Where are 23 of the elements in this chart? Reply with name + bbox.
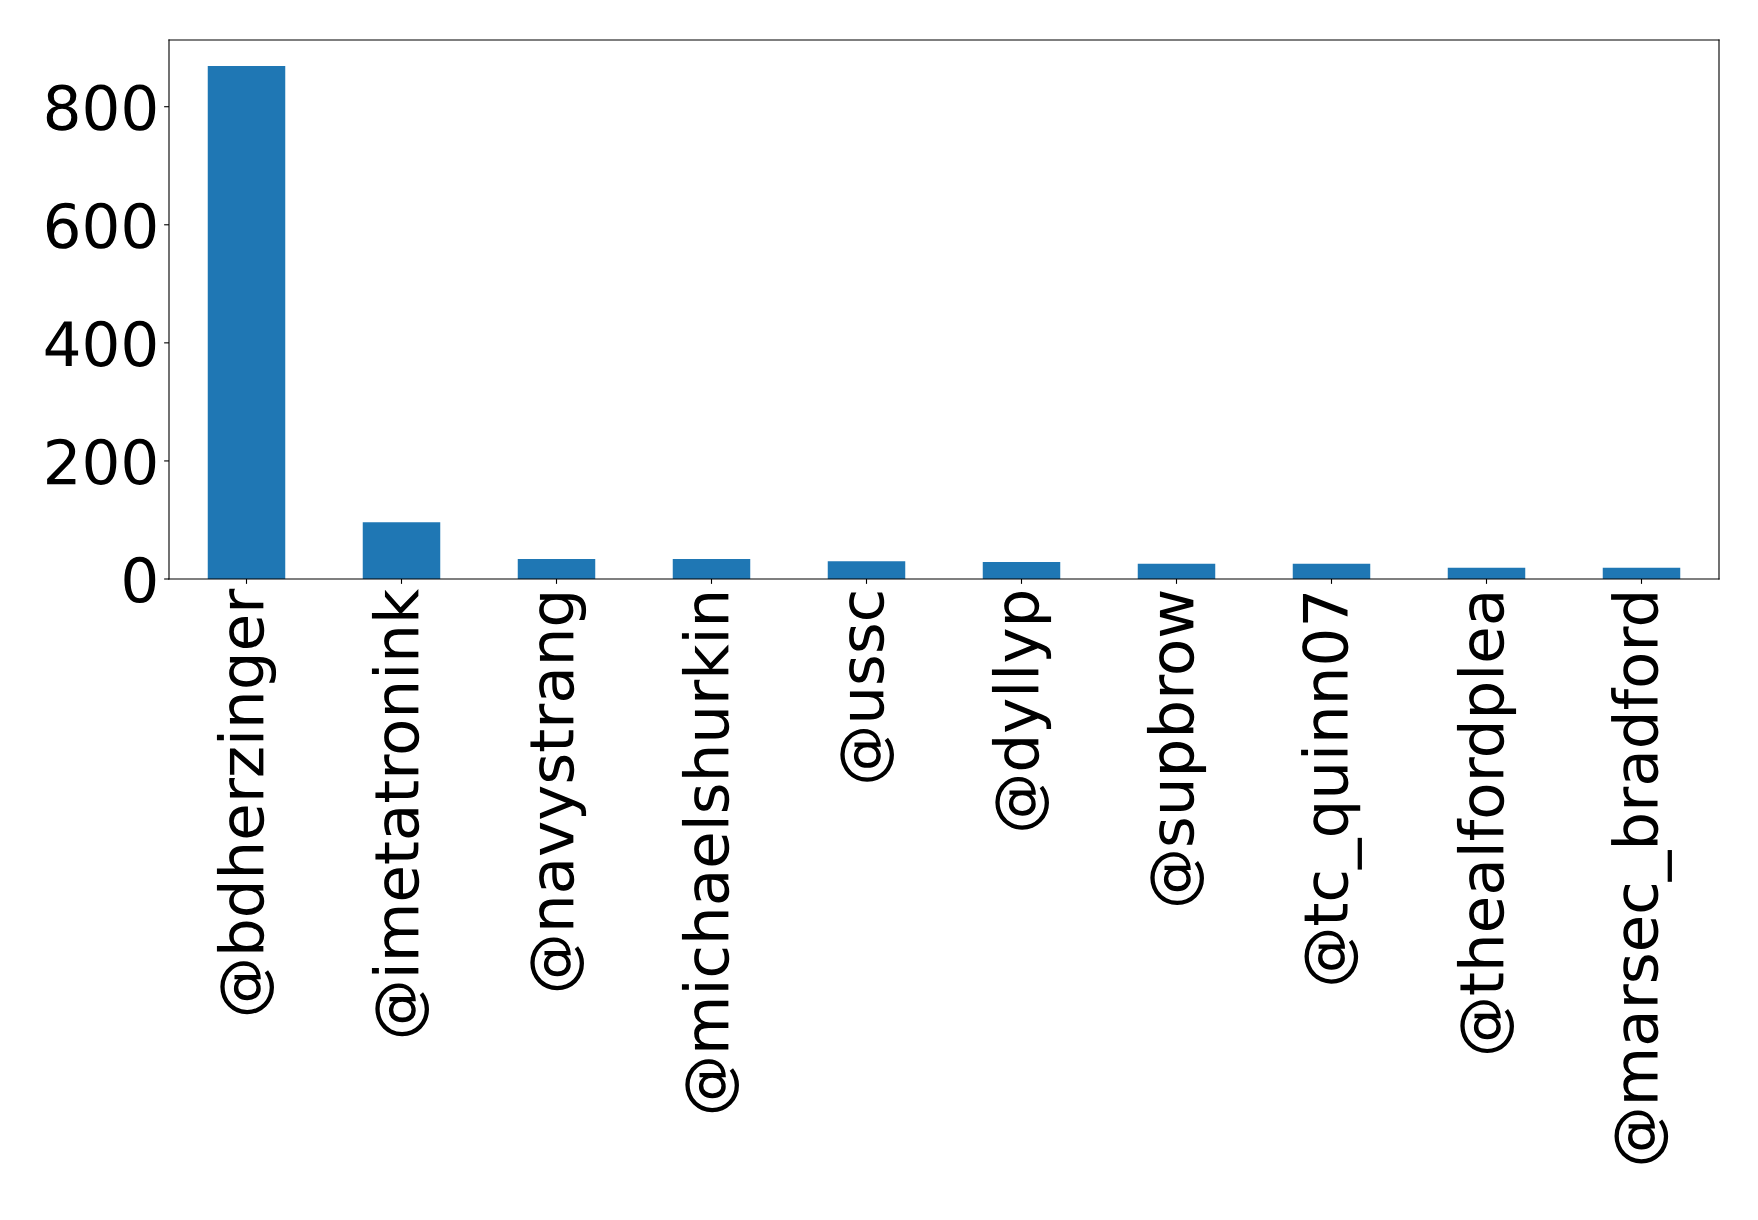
bar [517, 558, 596, 579]
bar [362, 522, 441, 579]
x-tick-label: @imetatronink [371, 588, 429, 1037]
y-tick-label: 200 [47, 438, 156, 486]
bar [1292, 563, 1371, 579]
y-tick-label: 400 [45, 320, 156, 367]
x-tick-label: @supbrow [1146, 591, 1207, 906]
x-tick-label: @ussc [840, 592, 894, 782]
x-tick-label: @marsec_bradford [1611, 594, 1672, 1164]
x-tick-label: @thealfordplea [1456, 594, 1517, 1054]
y-tick-label: 600 [46, 202, 156, 249]
x-tick-label: @bdherzinger [216, 588, 277, 1015]
bar [827, 561, 906, 579]
bar [1137, 563, 1216, 579]
bar [672, 558, 751, 579]
bar [207, 65, 286, 579]
x-tick-label: @tc_quinn07 [1301, 593, 1362, 984]
y-tick-label: 0 [124, 556, 156, 604]
x-tick-label: @navystrang [530, 594, 587, 991]
y-tick-label: 800 [46, 84, 156, 131]
x-tick-label: @dyllyp [991, 592, 1052, 830]
bar [982, 561, 1061, 579]
x-tick-label: @michaelshurkin [681, 593, 739, 1113]
